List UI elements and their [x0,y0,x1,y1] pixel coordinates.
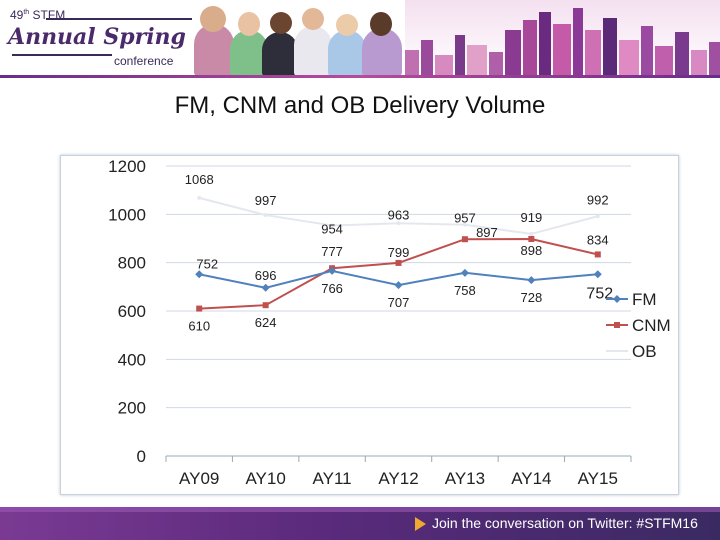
data-label-cnm: 610 [188,319,210,334]
y-tick-label: 400 [118,350,146,369]
data-label-ob: 957 [454,211,476,226]
data-point-ob [330,223,335,228]
data-point-cnm [395,259,402,266]
play-arrow-icon [415,517,426,531]
data-label-cnm: 834 [587,232,609,247]
data-label-ob: 954 [321,221,343,236]
y-tick-label: 800 [118,254,146,273]
footer-bar: Join the conversation on Twitter: #STFM1… [0,507,720,540]
legend-label-cnm: CNM [632,316,671,335]
data-point-ob [263,213,268,218]
data-point-cnm [594,251,601,258]
conference-header: 49th STFM Annual Spring conference [0,0,720,78]
data-label-fm: 752 [196,256,218,271]
conference-logo: 49th STFM Annual Spring conference [6,8,196,72]
data-point-cnm [262,302,269,309]
x-tick-label: AY15 [578,469,618,488]
data-point-ob [462,222,467,227]
data-label-fm: 728 [521,290,543,305]
x-tick-label: AY12 [378,469,418,488]
legend-marker-cnm [614,322,620,328]
data-label-cnm: 777 [321,244,343,259]
attendee-photo [190,6,405,76]
data-label-cnm: 799 [388,245,410,260]
x-tick-label: AY09 [179,469,219,488]
x-tick-label: AY13 [445,469,485,488]
data-point-fm [261,283,270,292]
legend-label-ob: OB [632,342,657,361]
legend-marker-fm [613,295,621,303]
data-point-fm [394,281,403,290]
x-tick-label: AY11 [313,469,352,488]
data-label-cnm: 898 [521,243,543,258]
data-point-cnm [461,236,468,243]
data-point-fm [195,270,204,279]
data-point-fm [593,270,602,279]
footer-highlight [0,507,720,512]
data-label-ob: 1068 [185,172,214,187]
x-tick-label: AY10 [245,469,285,488]
x-tick-label: AY14 [511,469,551,488]
data-label-fm: 766 [321,281,343,296]
logo-event-name: Annual Spring [8,24,186,50]
y-tick-label: 1200 [108,157,146,176]
y-tick-label: 200 [118,399,146,418]
data-point-fm [527,276,536,285]
twitter-callout: Join the conversation on Twitter: #STFM1… [432,515,698,531]
data-point-cnm [528,235,535,242]
delivery-volume-chart: 0 200 400 600 800 1000 1200 AY09 AY10 AY11 AY12 AY1… [60,155,679,495]
data-label-fm: 758 [454,283,476,298]
logo-rule-bottom [12,54,112,56]
y-tick-label: 1000 [108,205,146,224]
header-divider [0,75,720,78]
logo-rule-top [46,18,192,20]
y-tick-label: 600 [118,302,146,321]
data-label-fm: 696 [255,268,277,283]
data-point-fm [328,266,337,275]
chart-plot: 0 200 400 600 800 1000 1200 AY09 AY10 AY11 AY12 AY1… [108,157,671,488]
logo-event-sub: conference [114,54,174,68]
data-label-fm: 707 [388,295,410,310]
data-point-cnm [196,305,203,312]
legend-label-fm: FM [632,290,657,309]
data-label-cnm: 897 [476,225,498,240]
data-label-cnm: 624 [255,315,277,330]
data-point-ob [595,214,600,219]
data-point-ob [197,195,202,200]
data-label-ob: 963 [388,207,410,222]
data-point-ob [396,221,401,226]
slide-title: FM, CNM and OB Delivery Volume [174,92,546,119]
data-point-fm [460,268,469,277]
data-point-ob [529,231,534,236]
y-tick-label: 0 [137,447,146,466]
data-label-ob: 997 [255,193,277,208]
city-skyline [405,0,720,76]
data-label-ob: 992 [587,192,609,207]
data-label-ob: 919 [521,210,543,225]
